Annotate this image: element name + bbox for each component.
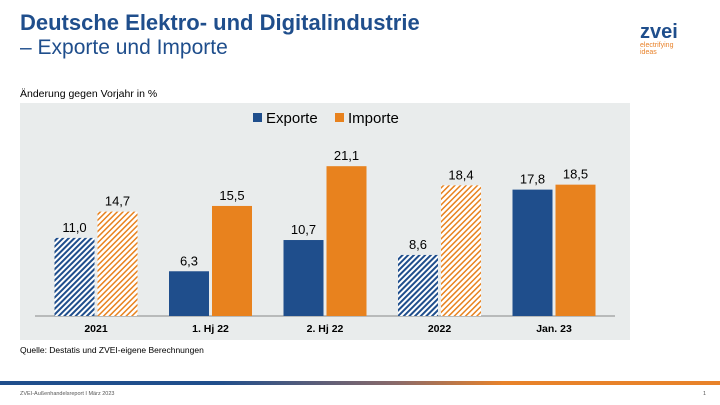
data-label: 18,5 (563, 167, 588, 182)
data-label: 21,1 (334, 148, 359, 163)
x-tick-label: Jan. 23 (536, 323, 572, 335)
x-tick-label: 1. Hj 22 (192, 323, 229, 335)
bar-importe (326, 166, 367, 316)
page-title: Deutsche Elektro- und Digitalindustrie (20, 10, 420, 35)
source-note: Quelle: Destatis und ZVEI-eigene Berechn… (20, 345, 204, 355)
x-tick-label: 2. Hj 22 (307, 323, 344, 335)
bar-importe (441, 185, 481, 316)
legend-swatch (253, 113, 262, 122)
footer-text: ZVEI-Außenhandelsreport I März 2023 (20, 391, 115, 397)
bar-exporte (283, 240, 324, 316)
data-label: 14,7 (105, 194, 130, 209)
logo-tagline-2: ideas (640, 49, 657, 56)
bar-importe (555, 184, 596, 316)
legend-label: Importe (348, 110, 399, 127)
logo-name: zvei (640, 21, 678, 43)
footer-gradient-bar (0, 381, 720, 385)
data-label: 15,5 (219, 188, 244, 203)
page-subtitle: – Exporte und Importe (20, 36, 228, 59)
bar-exporte (54, 237, 95, 316)
logo-tagline-1: electrifying (640, 42, 674, 49)
x-tick-label: 2021 (84, 323, 108, 335)
data-label: 11,0 (62, 220, 86, 235)
bar-importe (212, 205, 252, 316)
bar-exporte (512, 189, 553, 316)
y-axis-label: Änderung gegen Vorjahr in % (20, 88, 158, 100)
data-label: 6,3 (180, 253, 198, 268)
data-label: 17,8 (520, 172, 545, 187)
data-label: 10,7 (291, 222, 316, 237)
bar-exporte (398, 254, 438, 316)
bar-exporte (169, 271, 209, 316)
bar-importe (97, 211, 138, 316)
x-tick-label: 2022 (428, 323, 452, 335)
zvei-logo: zvei electrifying ideas (640, 22, 678, 56)
data-label: 8,6 (409, 237, 427, 252)
legend-swatch (335, 113, 344, 122)
legend-label: Exporte (266, 110, 318, 127)
page-number: 1 (703, 391, 707, 397)
data-label: 18,4 (448, 167, 473, 182)
